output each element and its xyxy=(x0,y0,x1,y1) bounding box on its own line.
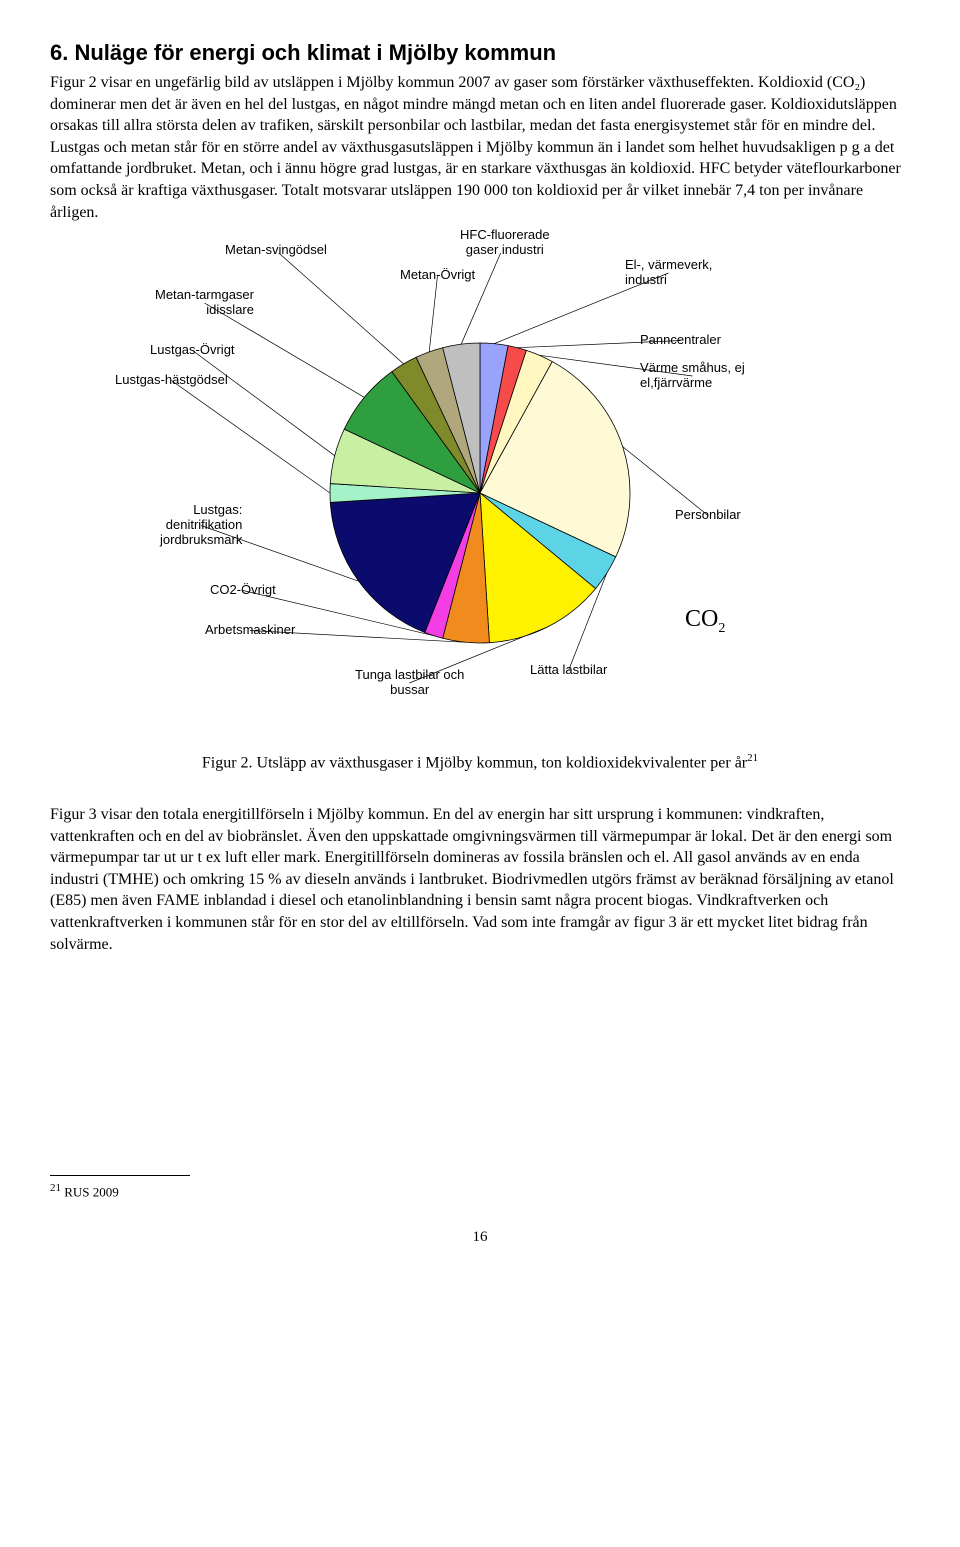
pie-label-tunga-lastbilar: Tunga lastbilar och bussar xyxy=(355,668,464,698)
pie-label-co2-ovrigt: CO2-Övrigt xyxy=(210,583,276,598)
pie-label-lustgas-ovrigt: Lustgas-Övrigt xyxy=(150,343,235,358)
page-heading: 6. Nuläge för energi och klimat i Mjölby… xyxy=(50,40,910,66)
pie-label-arbetsmaskiner: Arbetsmaskiner xyxy=(205,623,295,638)
figure-2-caption: Figur 2. Utsläpp av växthusgaser i Mjölb… xyxy=(50,751,910,774)
pie-label-varme-smahus: Värme småhus, ej el,fjärrvärme xyxy=(640,361,745,391)
co2-subscript: 2 xyxy=(718,621,725,636)
pie-chart-figure: Metan-svingödsel Metan-tarmgaser idissla… xyxy=(130,253,830,733)
page-number: 16 xyxy=(50,1229,910,1246)
pie-label-metan-ovrigt: Metan-Övrigt xyxy=(400,268,475,283)
pie-chart-svg xyxy=(130,253,830,733)
footnote-21: 21 RUS 2009 xyxy=(50,1182,910,1200)
footnote-text: RUS 2009 xyxy=(61,1185,119,1200)
pie-label-lustgas-hastgodsel: Lustgas-hästgödsel xyxy=(115,373,228,388)
pie-label-metan-svingodsel: Metan-svingödsel xyxy=(225,243,327,258)
pie-label-el-varmeverk: El-, värmeverk, industri xyxy=(625,258,712,288)
caption-footnote-ref: 21 xyxy=(747,752,758,764)
co2-text: CO xyxy=(685,606,718,632)
pie-label-co2-group: CO2 xyxy=(685,578,725,636)
footnote-separator xyxy=(50,1175,190,1176)
caption-text: Figur 2. Utsläpp av växthusgaser i Mjölb… xyxy=(202,754,747,771)
pie-label-metan-tarmgaser: Metan-tarmgaser idisslare xyxy=(155,288,254,318)
paragraph-2: Figur 3 visar den totala energitillförse… xyxy=(50,804,910,955)
pie-label-latta-lastbilar: Lätta lastbilar xyxy=(530,663,607,678)
footnote-number: 21 xyxy=(50,1182,61,1194)
pie-label-hfc: HFC-fluorerade gaser industri xyxy=(460,228,550,258)
pie-label-panncentraler: Panncentraler xyxy=(640,333,721,348)
paragraph-1: Figur 2 visar en ungefärlig bild av utsl… xyxy=(50,72,910,223)
pie-label-personbilar: Personbilar xyxy=(675,508,741,523)
pie-label-lustgas-denitrifikation: Lustgas: denitrifikation jordbruksmark xyxy=(160,503,242,548)
